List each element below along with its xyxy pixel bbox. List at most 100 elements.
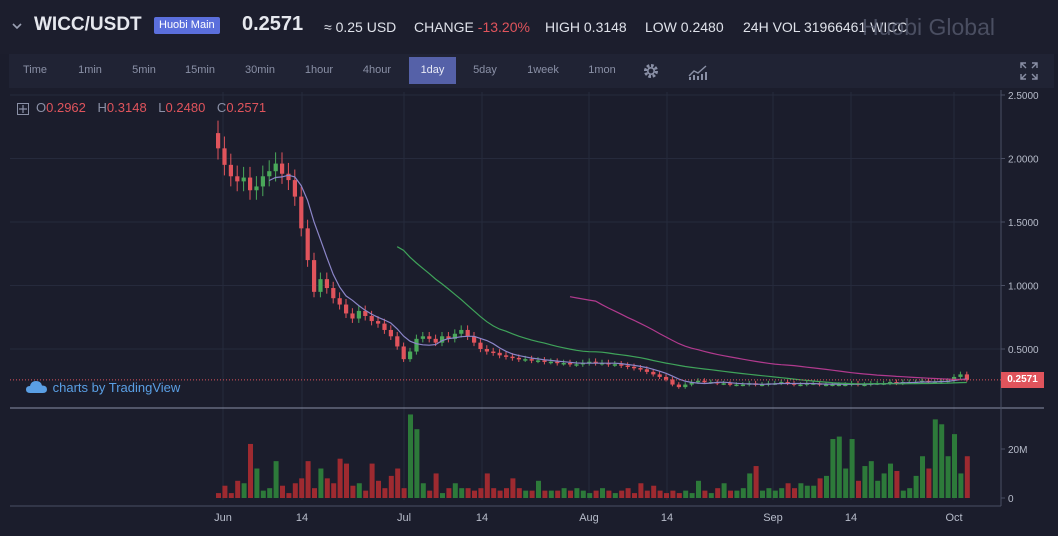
trading-pair[interactable]: WICC/USDT bbox=[34, 14, 142, 35]
volume-bar bbox=[964, 456, 970, 498]
candle-body bbox=[689, 382, 694, 385]
candle-body bbox=[420, 336, 425, 339]
candle-body bbox=[318, 279, 323, 292]
volume-bar bbox=[612, 493, 618, 498]
candle-body bbox=[798, 384, 803, 387]
volume-bar bbox=[619, 490, 625, 498]
volume-bar bbox=[337, 458, 343, 498]
change-value: -13.20% bbox=[477, 19, 530, 35]
volume-value: 31966461 WICC bbox=[803, 19, 908, 35]
candle-body bbox=[433, 338, 438, 343]
volume-bar bbox=[472, 490, 477, 498]
candle-body bbox=[676, 384, 681, 388]
volume-bar bbox=[536, 480, 541, 498]
volume-bar bbox=[350, 485, 356, 498]
candle-body bbox=[446, 336, 451, 339]
candle-body bbox=[587, 361, 592, 364]
volume-bar bbox=[862, 466, 868, 498]
tradingview-branding[interactable]: charts by TradingView bbox=[25, 379, 180, 395]
low-stat: LOW 0.2480 bbox=[645, 19, 724, 35]
volume-bar bbox=[702, 490, 708, 498]
ma-mid-line bbox=[396, 246, 967, 385]
candle-body bbox=[248, 177, 253, 191]
candle-body bbox=[740, 384, 745, 387]
volume-bar bbox=[875, 480, 881, 498]
candle-body bbox=[510, 356, 515, 359]
legend-toggle-icon[interactable] bbox=[17, 103, 29, 115]
candle-body bbox=[888, 382, 893, 384]
candle-body bbox=[216, 133, 221, 149]
volume-bar bbox=[273, 461, 279, 498]
candle-body bbox=[632, 366, 637, 369]
gear-icon[interactable] bbox=[641, 61, 661, 81]
candle-body bbox=[542, 360, 547, 362]
collapse-chevron-icon[interactable] bbox=[10, 19, 24, 33]
volume-bar bbox=[817, 478, 823, 498]
candle-body bbox=[964, 374, 969, 380]
volume-bar bbox=[555, 490, 561, 498]
candle-body bbox=[465, 329, 470, 337]
price-tick-label: 2.0000 bbox=[1008, 155, 1039, 166]
volume-bar bbox=[753, 466, 759, 498]
low-value: 0.2480 bbox=[680, 19, 724, 35]
volume-bar bbox=[760, 490, 765, 498]
interval-time[interactable]: Time bbox=[22, 64, 48, 76]
volume-bar bbox=[766, 488, 772, 498]
tradingview-text: charts by TradingView bbox=[52, 380, 181, 395]
ma-long-line bbox=[569, 296, 967, 381]
expand-icon[interactable] bbox=[1019, 61, 1039, 81]
open-value: 0.2962 bbox=[46, 100, 86, 115]
price-tick-label: 1.5000 bbox=[1008, 218, 1039, 229]
volume-bar bbox=[843, 468, 849, 498]
time-tick-label: 14 bbox=[296, 512, 308, 524]
candle-body bbox=[824, 384, 829, 387]
time-tick-label: 14 bbox=[476, 512, 488, 524]
volume-stat: 24H VOL 31966461 WICC bbox=[743, 19, 907, 35]
candle-body bbox=[619, 364, 624, 366]
candle-body bbox=[478, 342, 483, 349]
price-tick-label: 1.0000 bbox=[1008, 282, 1039, 293]
candle-body bbox=[350, 313, 355, 319]
close-value: 0.2571 bbox=[226, 100, 267, 115]
high-value: 0.3148 bbox=[583, 19, 627, 35]
volume-bar bbox=[497, 490, 503, 498]
volume-bar bbox=[606, 490, 612, 498]
bar-chart-icon[interactable] bbox=[687, 61, 707, 81]
interval-1week[interactable]: 1week bbox=[527, 64, 559, 76]
volume-bar bbox=[510, 478, 516, 498]
candle-body bbox=[241, 177, 246, 182]
candle-body bbox=[312, 260, 317, 292]
price-chart-pane[interactable] bbox=[9, 88, 1054, 528]
candle-body bbox=[785, 382, 790, 384]
interval-5min[interactable]: 5min bbox=[132, 64, 156, 76]
interval-5day[interactable]: 5day bbox=[473, 64, 497, 76]
volume-bar bbox=[568, 490, 573, 498]
interval-1min[interactable]: 1min bbox=[78, 64, 102, 76]
volume-bar bbox=[305, 461, 311, 498]
candle-body bbox=[395, 336, 400, 347]
volume-bar bbox=[427, 490, 433, 498]
volume-bar bbox=[689, 493, 695, 498]
volume-bar bbox=[836, 436, 842, 498]
time-tick-label: Jun bbox=[214, 512, 232, 524]
volume-bar bbox=[382, 488, 388, 498]
candle-body bbox=[651, 371, 656, 375]
time-tick-label: Sep bbox=[763, 512, 783, 524]
time-tick-label: 14 bbox=[661, 512, 673, 524]
volume-bar bbox=[849, 439, 855, 498]
candle-body bbox=[292, 180, 297, 197]
interval-4hour[interactable]: 4hour bbox=[362, 64, 392, 76]
volume-bar bbox=[299, 478, 305, 498]
volume-bar bbox=[516, 488, 522, 498]
interval-15min[interactable]: 15min bbox=[185, 64, 215, 76]
price-tick-label: 2.5000 bbox=[1008, 91, 1039, 102]
candle-body bbox=[516, 357, 521, 360]
interval-1day[interactable]: 1day bbox=[409, 57, 456, 84]
candle-body bbox=[254, 186, 259, 191]
interval-30min[interactable]: 30min bbox=[245, 64, 275, 76]
candle-body bbox=[414, 338, 419, 352]
interval-1hour[interactable]: 1hour bbox=[304, 64, 334, 76]
volume-bar bbox=[798, 483, 804, 498]
interval-1mon[interactable]: 1mon bbox=[588, 64, 616, 76]
